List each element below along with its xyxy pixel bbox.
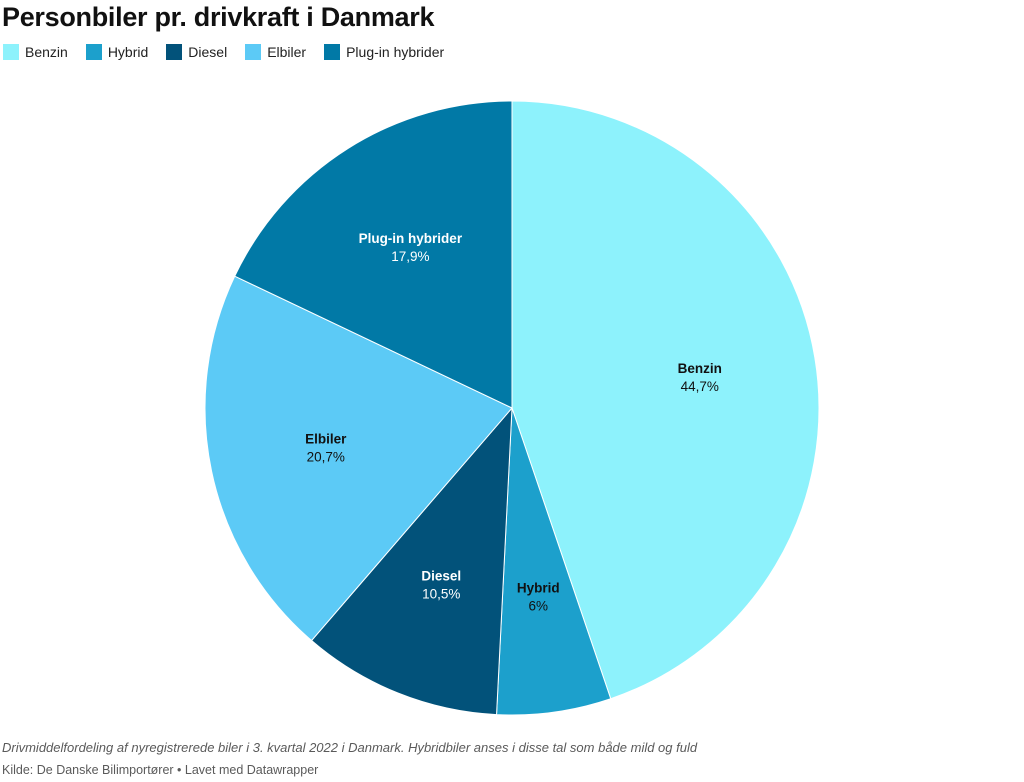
legend-label-diesel: Diesel [188, 44, 228, 60]
legend-item-diesel: Diesel [166, 44, 227, 60]
legend-swatch-diesel [166, 44, 183, 60]
chart-source: Kilde: De Danske Bilimportører • Lavet m… [2, 763, 319, 777]
legend-swatch-benzin [3, 44, 19, 60]
legend-item-elbiler: Elbiler [245, 44, 306, 60]
legend-item-plug-in-hybrider: Plug-in hybrider [324, 44, 444, 60]
slice-label-value-hybrid: 6% [529, 599, 549, 614]
legend-label-elbiler: Elbiler [267, 44, 307, 60]
pie-slice-diesel [310, 406, 513, 716]
legend-label-hybrid: Hybrid [107, 44, 149, 60]
pie-slice-plug-in-hybrider [234, 100, 513, 409]
pie-slice-benzin [511, 100, 820, 700]
legend-swatch-elbiler [245, 44, 262, 60]
legend-item-hybrid: Hybrid [85, 44, 149, 60]
slice-label-value-benzin: 44,7% [681, 379, 719, 394]
legend-label-plug-in-hybrider: Plug-in hybrider [346, 44, 445, 60]
legend-swatch-plug-in-hybrider [324, 44, 341, 60]
chart-note: Drivmiddelfordeling af nyregistrerede bi… [2, 740, 698, 755]
legend-swatch-hybrid [85, 44, 102, 60]
chart-title: Personbiler pr. drivkraft i Danmark [2, 2, 435, 32]
legend-item-benzin: Benzin [3, 44, 68, 60]
slice-label-value-plug-in-hybrider: 17,9% [391, 249, 429, 264]
slice-label-name-elbiler: Elbiler [305, 431, 347, 446]
slice-label-name-benzin: Benzin [678, 361, 722, 376]
pie-labels: Benzin 44,7% Hybrid 6% Diesel 10,5% Elbiler 20,… [305, 231, 722, 613]
chart-legend: Benzin Hybrid Diesel Elbiler Plug-in hyb… [3, 44, 444, 60]
slice-label-value-diesel: 10,5% [422, 587, 460, 602]
slice-label-value-elbiler: 20,7% [307, 449, 345, 464]
slice-label-name-plug-in-hybrider: Plug-in hybrider [359, 231, 463, 246]
slice-label-name-hybrid: Hybrid [517, 581, 560, 596]
pie-slice-elbiler [204, 275, 513, 642]
slice-label-name-diesel: Diesel [421, 569, 461, 584]
pie-slices [204, 100, 820, 716]
legend-label-benzin: Benzin [25, 44, 68, 60]
